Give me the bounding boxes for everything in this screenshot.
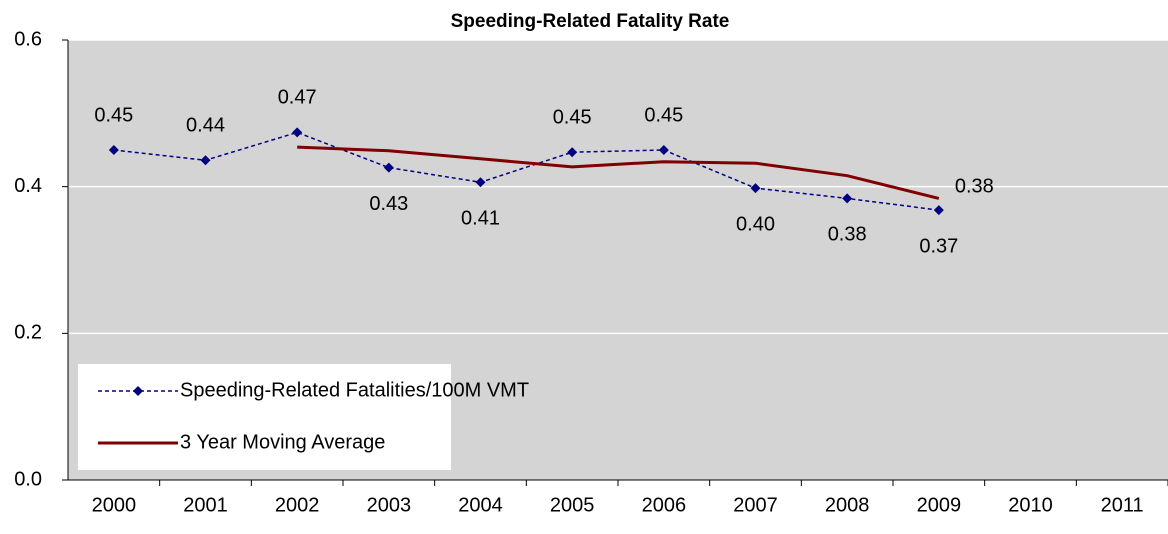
data-point: [842, 193, 853, 204]
legend-label: Speeding-Related Fatalities/100M VMT: [180, 379, 529, 401]
data-label: 0.43: [369, 193, 408, 215]
data-point: [750, 183, 761, 194]
x-tick-label: 2008: [825, 494, 870, 516]
x-tick-label: 2004: [458, 494, 503, 516]
data-label: 0.45: [553, 106, 592, 128]
x-tick-label: 2002: [275, 494, 320, 516]
x-tick-label: 2007: [733, 494, 778, 516]
data-label: 0.38: [955, 176, 994, 198]
data-point: [200, 155, 211, 166]
data-point: [108, 145, 119, 155]
x-tick-label: 2010: [1008, 494, 1053, 516]
data-label: 0.45: [644, 104, 683, 126]
series-line: [113, 131, 939, 211]
x-tick-label: 2003: [367, 494, 412, 516]
legend-label: 3 Year Moving Average: [180, 431, 385, 453]
series-line: [297, 145, 940, 200]
data-label: 0.37: [919, 235, 958, 257]
y-tick-label: 0.0: [14, 468, 42, 490]
legend-marker: [133, 386, 143, 396]
x-tick-label: 2006: [642, 494, 687, 516]
data-point: [567, 147, 578, 158]
x-tick-label: 2001: [183, 494, 228, 516]
y-tick-label: 0.2: [14, 322, 42, 344]
data-point: [292, 127, 303, 138]
data-label: 0.41: [461, 208, 500, 230]
y-tick-label: 0.6: [14, 28, 42, 50]
y-tick-label: 0.4: [14, 175, 42, 197]
data-label: 0.44: [186, 115, 225, 137]
data-label: 0.40: [736, 213, 775, 235]
x-tick-label: 2011: [1101, 494, 1144, 516]
data-label: 0.45: [94, 104, 133, 126]
data-point: [475, 177, 486, 188]
data-point: [933, 205, 944, 216]
data-label: 0.47: [278, 87, 317, 109]
legend-box: [78, 364, 451, 470]
data-label: 0.38: [828, 224, 867, 246]
x-tick-label: 2005: [550, 494, 595, 516]
data-point: [383, 162, 394, 173]
x-tick-label: 2000: [92, 494, 137, 516]
chart-title: Speeding-Related Fatality Rate: [451, 11, 730, 32]
data-point: [658, 145, 669, 155]
x-tick-label: 2009: [917, 494, 962, 516]
